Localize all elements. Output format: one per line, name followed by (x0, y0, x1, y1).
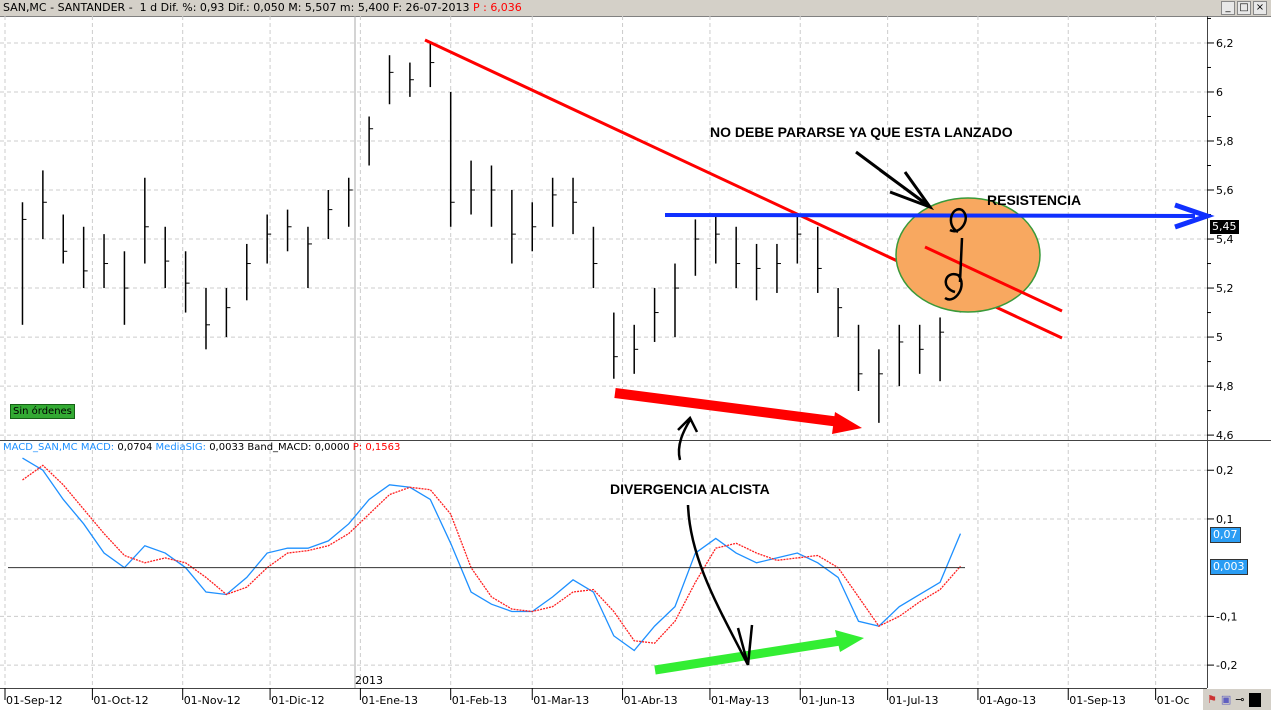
green-arrowhead-icon (835, 630, 864, 652)
red-arrowhead-icon (832, 412, 862, 434)
max: 5,507 (304, 1, 337, 14)
macd-line (22, 457, 962, 652)
window-controls: _ □ × (1221, 1, 1267, 15)
y-tick-label: 5 (1216, 331, 1223, 344)
axes: 01-Sep-12 01-Oct-12 01-Nov-12 01-Dic-12 01-E… (4, 17, 1237, 707)
price: 6,036 (490, 1, 522, 14)
up-arrow-icon (677, 415, 699, 461)
resistance-line (664, 213, 1196, 218)
x-tick-label: 01-Nov-12 (184, 694, 241, 707)
y-tick-label: 5,4 (1216, 233, 1234, 246)
y-tick-label: 4,8 (1216, 380, 1234, 393)
macd-p-value: 0,1563 (365, 442, 401, 453)
x-tick-label: 01-Oct-12 (93, 694, 148, 707)
minimize-button[interactable]: _ (1221, 1, 1235, 15)
last-price-label: 5,45 (1210, 219, 1239, 234)
label: F: (392, 1, 403, 14)
y-tick-label: -0,1 (1216, 610, 1237, 623)
label: Dif. %: (160, 1, 197, 14)
annotation-top: NO DEBE PARARSE YA QUE ESTA LANZADO (710, 124, 1013, 140)
x-tick-label: 01-Dic-12 (271, 694, 325, 707)
instrument-name: SANTANDER (57, 1, 126, 14)
orders-badge[interactable]: Sin órdenes (10, 404, 75, 419)
period: 1 d (139, 1, 158, 14)
price-bars (21, 42, 965, 423)
x-tick-label: 01-Jul-13 (889, 694, 939, 707)
year-label: 2013 (355, 674, 383, 687)
label: Dif.: (227, 1, 250, 14)
macd-divergence-arrow (654, 636, 841, 675)
signal-value-label: 0,003 (1210, 559, 1248, 576)
downtrend-line-overlay (924, 245, 1063, 313)
band-value: 0,0000 (314, 442, 350, 453)
annotation-divergence: DIVERGENCIA ALCISTA (610, 481, 770, 497)
label: P : (472, 1, 487, 14)
x-tick-label: 01-Ene-13 (361, 694, 418, 707)
x-tick-label: 01-Feb-13 (452, 694, 507, 707)
x-tick-label: 01-Ago-13 (979, 694, 1036, 707)
x-tick-label: 01-Oc (1157, 694, 1190, 707)
y-tick-label: 5,2 (1216, 282, 1234, 295)
min: 5,400 (357, 1, 390, 14)
indicator-name: MACD_SAN,MC (3, 442, 78, 453)
label: MediaSIG: (155, 442, 206, 453)
macd-header: MACD_SAN,MC MACD: 0,0704 MediaSIG: 0,003… (3, 442, 400, 453)
y-tick-label: 0,1 (1216, 513, 1234, 526)
y-tick-label: -0,2 (1216, 659, 1237, 672)
x-tick-label: 01-Mar-13 (533, 694, 589, 707)
x-tick-label: 01-Abr-13 (624, 694, 678, 707)
handdrawn-marks (944, 208, 967, 301)
symbol: SAN,MC (3, 1, 47, 14)
x-tick-label: 01-May-13 (711, 694, 769, 707)
y-tick-label: 5,8 (1216, 135, 1234, 148)
label: P: (352, 442, 363, 453)
pin-icon[interactable]: ⊸ (1235, 693, 1245, 706)
grid (0, 16, 1207, 688)
maximize-button[interactable]: □ (1237, 1, 1251, 15)
y-tick-label: 6 (1216, 86, 1223, 99)
y-tick-label: 6,2 (1216, 37, 1234, 50)
close-button[interactable]: × (1253, 1, 1267, 15)
save-icon[interactable]: ▣ (1220, 693, 1232, 706)
label: MACD: (80, 442, 115, 453)
x-tick-label: 01-Sep-13 (1069, 694, 1126, 707)
dif: 0,050 (253, 1, 285, 14)
label: m: (339, 1, 355, 14)
x-tick-label: 01-Sep-12 (6, 694, 63, 707)
macd-lines (22, 457, 962, 652)
macd-value-label: 0,07 (1210, 526, 1241, 543)
down-arrow-icon (686, 504, 754, 666)
label: M: (288, 1, 302, 14)
footer-toolbar: ⚑ ▣ ⊸ (1203, 689, 1271, 710)
dif-pct: 0,93 (199, 1, 225, 14)
annotation-resistance: RESISTENCIA (987, 192, 1082, 208)
price-divergence-arrow (614, 388, 841, 427)
x-tick-label: 01-Jun-13 (801, 694, 855, 707)
signal-line (22, 464, 961, 644)
y-tick-label: 0,2 (1216, 464, 1234, 477)
flag-icon[interactable]: ⚑ (1207, 693, 1217, 706)
signal-value: 0,0033 (209, 442, 245, 453)
y-tick-label: 4,6 (1216, 429, 1234, 442)
date: 26-07-2013 (405, 1, 470, 14)
resistance-arrowhead-icon (1174, 202, 1215, 230)
y-tick-label: 5,6 (1216, 184, 1234, 197)
chart-header: SAN,MC - SANTANDER - 1 d Dif. %: 0,93 Di… (0, 0, 1271, 17)
pointer-arrow-icon (855, 150, 935, 211)
label: Band_MACD: (247, 442, 312, 453)
color-swatch[interactable] (1248, 692, 1261, 707)
macd-value: 0,0704 (117, 442, 153, 453)
